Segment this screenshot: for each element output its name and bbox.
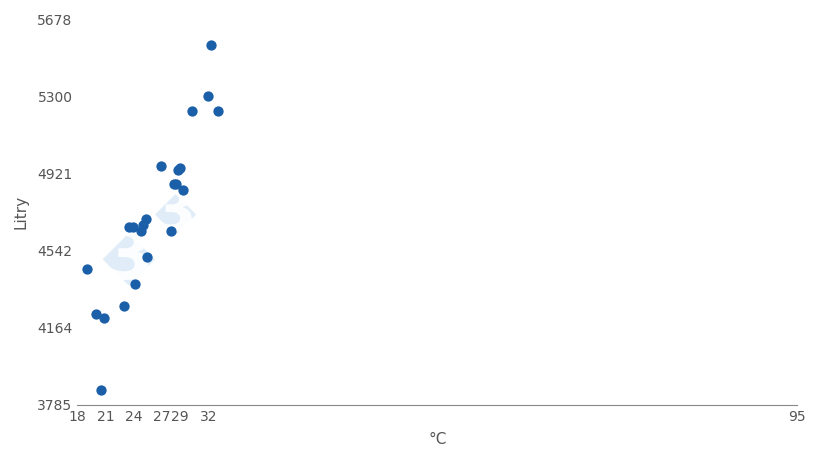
Point <box>80 266 93 273</box>
Text: 3: 3 <box>105 226 153 293</box>
Point <box>129 280 142 287</box>
Point <box>89 311 102 318</box>
Point <box>176 186 189 194</box>
Point <box>169 180 182 188</box>
Point <box>94 386 107 393</box>
Point <box>204 42 217 49</box>
Polygon shape <box>102 233 155 285</box>
Point <box>134 227 147 235</box>
Point <box>136 221 149 228</box>
Y-axis label: Litry: Litry <box>14 195 29 229</box>
Point <box>171 166 184 173</box>
Point <box>186 107 199 114</box>
Point <box>210 107 224 114</box>
Text: 3: 3 <box>154 185 197 244</box>
Point <box>97 315 110 322</box>
Point <box>117 302 130 310</box>
Point <box>155 162 168 169</box>
Point <box>127 223 140 230</box>
Point <box>122 223 135 230</box>
Point <box>174 164 187 171</box>
Polygon shape <box>155 194 196 235</box>
Point <box>141 254 154 261</box>
Point <box>201 93 215 100</box>
Point <box>164 227 177 235</box>
Point <box>139 215 152 222</box>
X-axis label: °C: °C <box>428 432 446 447</box>
Point <box>167 180 180 188</box>
